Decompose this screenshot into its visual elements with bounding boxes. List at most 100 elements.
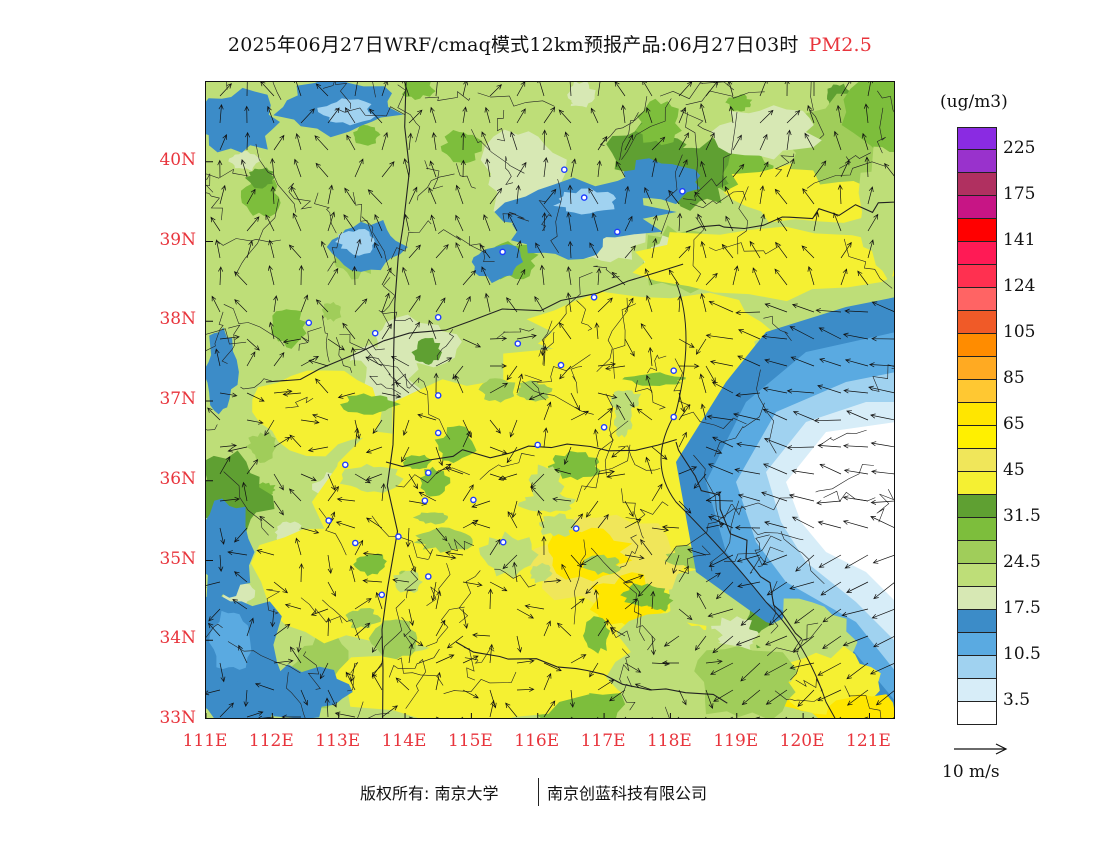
wind-vector (516, 108, 526, 124)
colorbar-label: 65 (1003, 414, 1025, 434)
wind-vector (462, 689, 479, 699)
title-text: 2025年06月27日WRF/cmaq模式12km预报产品:06月27日03时 (227, 34, 799, 56)
wind-vector (710, 662, 734, 675)
footer-divider (538, 778, 539, 806)
wind-vector (593, 589, 599, 610)
wind-vector (863, 103, 869, 124)
wind-vector (559, 365, 572, 380)
wind-vector (687, 548, 707, 556)
wind-vector (408, 295, 421, 313)
wind-vector (846, 410, 869, 421)
wind-vector (700, 160, 707, 178)
county-boundary (622, 580, 645, 641)
wind-vector (435, 82, 440, 97)
county-boundary (660, 154, 683, 235)
wind-vector (354, 539, 364, 556)
wind-vector (699, 373, 707, 394)
wind-vector (570, 598, 585, 610)
county-boundary (424, 160, 444, 190)
wind-vector (435, 463, 452, 475)
wind-vector (597, 82, 601, 97)
wind-vector (708, 516, 734, 529)
county-boundary (298, 327, 322, 351)
wind-vector (624, 134, 633, 151)
county-boundary (300, 597, 343, 624)
colorbar-swatch (957, 242, 997, 265)
county-boundary (678, 545, 711, 575)
pm25-region (250, 517, 421, 644)
province-boundary (685, 201, 894, 233)
wind-vector (542, 129, 548, 151)
wind-vector (295, 537, 302, 556)
wind-vector (346, 134, 356, 151)
county-boundary (722, 112, 738, 188)
wind-vector (795, 554, 815, 572)
wind-vector (734, 467, 761, 475)
county-boundary (443, 671, 517, 694)
wind-vector (403, 213, 410, 232)
wind-vector (650, 635, 656, 656)
wind-vector (651, 237, 658, 259)
wind-vector (693, 473, 707, 489)
wind-vector (488, 643, 494, 664)
wind-vector (844, 554, 869, 569)
wind-vector (737, 581, 761, 589)
wind-vector (320, 240, 329, 259)
county-boundary (497, 109, 505, 142)
county-boundary (424, 90, 471, 101)
wind-vector (705, 272, 718, 286)
colorbar-swatch (957, 610, 997, 633)
county-boundary (596, 297, 628, 372)
county-boundary (437, 229, 487, 254)
city-marker (470, 496, 477, 504)
county-boundary (570, 366, 583, 394)
wind-vector (678, 338, 695, 348)
county-boundary (369, 375, 402, 395)
colorbar-swatch (957, 541, 997, 564)
wind-vector (408, 643, 414, 664)
wind-vector (325, 617, 332, 637)
wind-vector (324, 697, 330, 718)
wind-vector (455, 214, 464, 232)
wind-vector (836, 104, 842, 124)
map-title: 2025年06月27日WRF/cmaq模式12km预报产品:06月27日03时 P… (0, 30, 1100, 57)
wind-vector (246, 188, 256, 205)
wind-vector (707, 608, 734, 618)
wind-vector (585, 500, 599, 518)
wind-vector (343, 214, 356, 232)
wind-vector (624, 662, 642, 673)
city-marker (499, 248, 506, 256)
wind-vector (634, 683, 653, 691)
wind-vector (273, 352, 285, 367)
wind-vector (352, 265, 358, 286)
wind-vector (208, 608, 221, 622)
wind-vector (233, 571, 248, 583)
wind-vector (435, 671, 442, 691)
wind-vector (732, 265, 739, 286)
wind-vector (705, 522, 725, 529)
wind-vector (651, 136, 666, 151)
wind-vector (543, 427, 549, 448)
wind-vector (841, 608, 869, 617)
pm25-region (622, 372, 686, 386)
wind-vector (219, 184, 227, 205)
wind-vector (732, 134, 742, 151)
county-boundary (206, 192, 223, 221)
wind-vector (366, 517, 383, 529)
wind-vector (822, 635, 842, 650)
wind-vector (273, 500, 284, 516)
wind-vector (764, 303, 788, 313)
wind-vector (350, 346, 356, 367)
wind-vector (472, 632, 491, 638)
wind-vector (700, 403, 707, 421)
wind-vector (460, 132, 466, 151)
wind-vector (354, 427, 360, 448)
wind-vector (240, 159, 248, 178)
city-marker (679, 188, 686, 195)
wind-vector (705, 82, 719, 97)
wind-vector (678, 363, 700, 369)
wind-vector (597, 679, 615, 691)
wind-vector (762, 463, 788, 475)
wind-vector (759, 213, 766, 232)
pm25-region (495, 82, 573, 121)
